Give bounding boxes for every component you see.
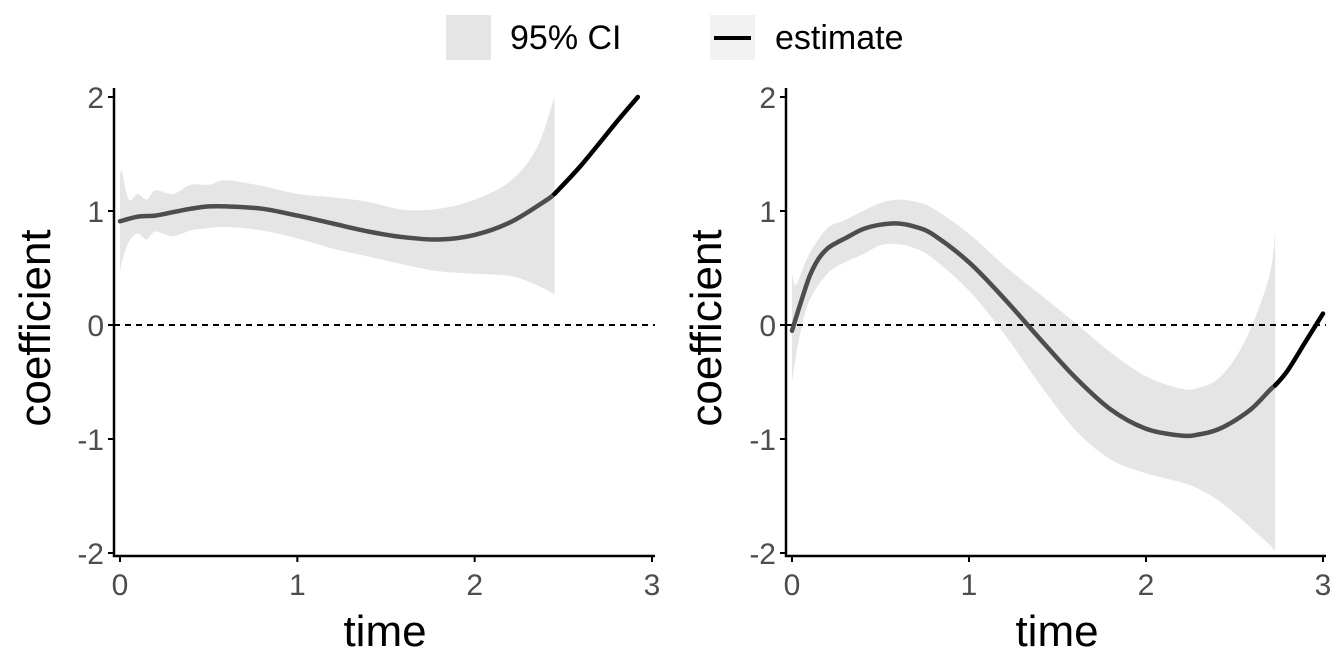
legend-ci-label: 95% CI bbox=[510, 19, 622, 57]
x-tick-label: 2 bbox=[1138, 569, 1155, 602]
y-tick-label: -2 bbox=[749, 538, 776, 571]
x-axis-title: time bbox=[1015, 607, 1098, 656]
y-tick-label: 2 bbox=[87, 82, 104, 115]
x-tick-label: 1 bbox=[961, 569, 978, 602]
legend: 95% CI estimate bbox=[446, 15, 904, 60]
x-tick-label: 0 bbox=[784, 569, 801, 602]
left-panel: -2 -1 0 1 2 0 1 2 3 time coefficient bbox=[11, 82, 660, 656]
x-axis-title: time bbox=[343, 607, 426, 656]
estimate-line-beyond-ci bbox=[555, 97, 638, 194]
y-tick-label: 0 bbox=[87, 310, 104, 343]
y-tick-label: -1 bbox=[77, 424, 104, 457]
x-tick-label: 3 bbox=[644, 569, 661, 602]
y-tick-label: 1 bbox=[87, 196, 104, 229]
y-axis-title: coefficient bbox=[11, 229, 60, 426]
y-tick-label: 2 bbox=[759, 82, 776, 115]
x-tick-label: 1 bbox=[289, 569, 306, 602]
y-tick-label: 0 bbox=[759, 310, 776, 343]
ci-band bbox=[792, 200, 1275, 551]
y-tick-label: -2 bbox=[77, 538, 104, 571]
y-tick-label: 1 bbox=[759, 196, 776, 229]
legend-estimate-label: estimate bbox=[775, 19, 904, 57]
right-panel: -2 -1 0 1 2 0 1 2 3 time coefficient bbox=[682, 82, 1331, 656]
legend-ci-key bbox=[446, 15, 491, 60]
ci-band bbox=[120, 97, 555, 294]
x-tick-label: 2 bbox=[466, 569, 483, 602]
x-tick-label: 0 bbox=[112, 569, 129, 602]
x-tick-label: 3 bbox=[1315, 569, 1332, 602]
y-axis-title: coefficient bbox=[682, 229, 731, 426]
y-tick-label: -1 bbox=[749, 424, 776, 457]
